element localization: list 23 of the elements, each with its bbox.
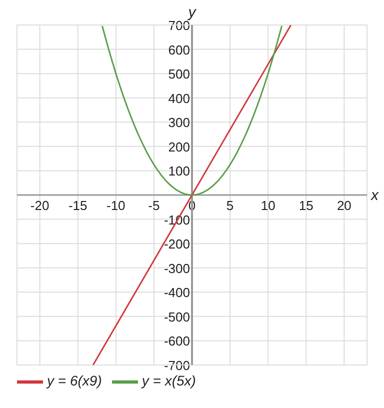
x-tick-label: -10	[106, 198, 126, 213]
y-tick-label: -500	[164, 309, 190, 324]
x-tick-label: 5	[226, 198, 234, 213]
y-tick-label: 500	[168, 66, 190, 82]
x-axis-title: x	[370, 187, 379, 204]
x-tick-label: 20	[336, 198, 352, 213]
legend-label: y = 6(x9)	[47, 372, 102, 389]
legend-label: y = x(5x)	[142, 372, 196, 389]
x-tick-label: 10	[260, 198, 276, 213]
y-tick-label: 100	[168, 164, 190, 179]
y-tick-label: 400	[168, 90, 190, 106]
x-tick-label: -15	[68, 198, 88, 213]
x-tick-label: 15	[298, 198, 314, 213]
x-tick-label: -20	[30, 198, 50, 213]
y-tick-label: -400	[164, 285, 190, 300]
y-tick-label: -200	[164, 236, 190, 252]
y-tick-label: 600	[168, 42, 190, 58]
y-tick-label: 300	[168, 115, 190, 130]
y-tick-label: 200	[168, 139, 190, 154]
y-tick-label: -300	[164, 260, 190, 276]
y-tick-label: -600	[164, 334, 190, 349]
x-tick-label: -5	[148, 198, 160, 213]
y-axis-title: y	[187, 4, 198, 21]
